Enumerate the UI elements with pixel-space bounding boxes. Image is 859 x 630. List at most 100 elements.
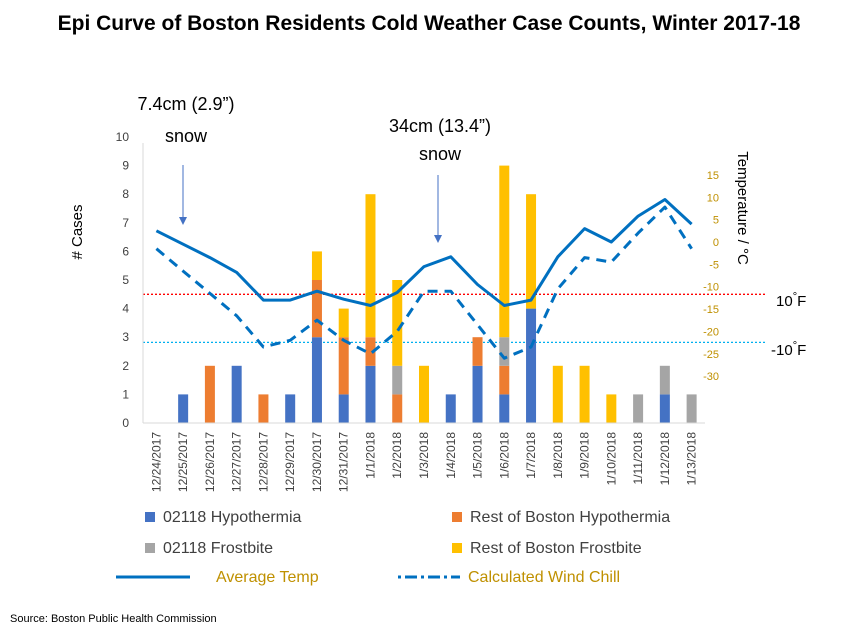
- x-tick-label: 12/27/2017: [230, 432, 244, 492]
- reference-line-labels: 10°F -10°F: [771, 291, 806, 359]
- y-tick-label: 3: [122, 330, 129, 344]
- x-tick-label: 1/13/2018: [685, 432, 699, 486]
- bar-rest-of-boston-hypothermia-8: [365, 337, 376, 366]
- snow-annotation-amount: 7.4cm (2.9”): [137, 94, 234, 114]
- bar-rest-of-boston-hypothermia-12: [472, 337, 483, 366]
- y-tick-label: 1: [122, 387, 129, 401]
- x-tick-label: 12/31/2017: [337, 432, 351, 492]
- x-tick-label: 1/5/2018: [471, 432, 485, 479]
- y-axis-label: # Cases: [69, 204, 86, 259]
- bar-02118-hypothermia-19: [659, 394, 670, 423]
- legend-line-label: Average Temp: [216, 569, 319, 586]
- chart-title: Epi Curve of Boston Residents Cold Weath…: [58, 12, 801, 35]
- x-tick-label: 1/2/2018: [390, 432, 404, 479]
- legend: 02118 Hypothermia Rest of Boston Hypother…: [116, 509, 670, 586]
- line-average-temp: [155, 198, 693, 307]
- y-tick-label: 0: [122, 416, 129, 430]
- reference-lines: [143, 293, 765, 343]
- y2-tick-label: 15: [707, 170, 719, 182]
- y2-tick-label: -5: [709, 259, 719, 271]
- x-tick-label: 12/30/2017: [310, 432, 324, 492]
- y2-tick-label: 10: [707, 192, 719, 204]
- bar-02118-hypothermia-6: [311, 337, 322, 423]
- snow-annotation-label: snow: [419, 144, 462, 164]
- x-tick-label: 1/12/2018: [658, 432, 672, 486]
- legend-label: 02118 Hypothermia: [163, 509, 302, 526]
- y2-tick-label: -15: [703, 304, 719, 316]
- bars: [178, 165, 697, 423]
- legend-label: Rest of Boston Hypothermia: [470, 509, 670, 526]
- bar-rest-of-boston-frostbite-13: [499, 165, 510, 338]
- y-tick-label: 4: [122, 302, 129, 316]
- bar-rest-of-boston-hypothermia-9: [392, 394, 403, 423]
- bar-rest-of-boston-frostbite-9: [392, 280, 403, 366]
- bar-02118-hypothermia-12: [472, 365, 483, 423]
- bar-rest-of-boston-hypothermia-2: [204, 365, 215, 423]
- bar-rest-of-boston-hypothermia-13: [499, 365, 510, 395]
- source-note: Source: Boston Public Health Commission: [10, 613, 217, 625]
- bar-rest-of-boston-frostbite-8: [365, 194, 376, 338]
- bar-02118-frostbite-20: [686, 394, 697, 423]
- bar-rest-of-boston-hypothermia-4: [258, 394, 269, 423]
- bar-rest-of-boston-frostbite-17: [606, 394, 617, 423]
- x-tick-label: 12/29/2017: [283, 432, 297, 492]
- bar-02118-frostbite-9: [392, 365, 403, 395]
- y2-tick-label: 0: [713, 237, 719, 249]
- x-tick-label: 1/1/2018: [363, 432, 377, 479]
- bar-02118-hypothermia-13: [499, 394, 510, 423]
- snow-annotation-amount: 34cm (13.4”): [389, 116, 491, 136]
- y-tick-label: 10: [116, 130, 130, 144]
- reference-label-minus10f: -10°F: [771, 340, 806, 359]
- bar-02118-hypothermia-5: [285, 394, 296, 423]
- y-tick-label: 7: [122, 216, 129, 230]
- x-tick-label: 12/28/2017: [256, 432, 270, 492]
- snow-annotations: 7.4cm (2.9”) snow 34cm (13.4”) snow: [137, 94, 491, 243]
- snow-arrow-head: [434, 235, 442, 243]
- x-tick-label: 12/25/2017: [176, 432, 190, 492]
- x-tick-label: 1/8/2018: [551, 432, 565, 479]
- y-tick-label: 8: [122, 187, 129, 201]
- x-tick-label: 1/3/2018: [417, 432, 431, 479]
- snow-annotation-label: snow: [165, 126, 208, 146]
- snow-arrow-head: [179, 217, 187, 225]
- x-tick-label: 1/10/2018: [604, 432, 618, 486]
- bar-02118-frostbite-18: [633, 394, 644, 423]
- y-tick-label: 9: [122, 159, 129, 173]
- y2-tick-label: -10: [703, 282, 719, 294]
- bar-rest-of-boston-hypothermia-7: [338, 337, 349, 395]
- bar-02118-frostbite-13: [499, 337, 510, 366]
- y2-axis-label: Temperature / °C: [734, 151, 751, 265]
- bar-rest-of-boston-frostbite-6: [311, 251, 322, 280]
- bar-rest-of-boston-frostbite-16: [579, 365, 590, 423]
- line-calculated-wind-chill: [155, 205, 693, 360]
- x-tick-label: 1/7/2018: [524, 432, 538, 479]
- axes: [142, 143, 705, 424]
- bar-rest-of-boston-frostbite-7: [338, 308, 349, 338]
- reference-label-plus10f: 10°F: [776, 291, 806, 310]
- bar-02118-hypothermia-7: [338, 394, 349, 423]
- x-tick-label: 1/4/2018: [444, 432, 458, 479]
- y2-tick-label: -25: [703, 349, 719, 361]
- legend-swatch: [145, 543, 155, 553]
- bar-02118-hypothermia-8: [365, 365, 376, 423]
- y2-axis-ticks: 15 10 5 0 -5 -10 -15 -20 -25 -30: [703, 170, 719, 383]
- x-axis-ticks: 12/24/2017 12/25/2017 12/26/2017 12/27/2017…: [149, 432, 698, 492]
- legend-label: Rest of Boston Frostbite: [470, 540, 642, 557]
- legend-swatch: [452, 512, 462, 522]
- x-tick-label: 1/9/2018: [578, 432, 592, 479]
- y2-tick-label: -30: [703, 371, 719, 383]
- bar-rest-of-boston-hypothermia-6: [311, 280, 322, 338]
- bar-rest-of-boston-frostbite-15: [552, 365, 563, 423]
- bar-02118-frostbite-19: [659, 365, 670, 395]
- y-tick-label: 6: [122, 244, 129, 258]
- x-tick-label: 12/26/2017: [203, 432, 217, 492]
- y2-tick-label: -20: [703, 326, 719, 338]
- legend-swatch: [145, 512, 155, 522]
- legend-label: 02118 Frostbite: [163, 540, 273, 557]
- y2-tick-label: 5: [713, 215, 719, 227]
- bar-02118-hypothermia-14: [526, 308, 537, 423]
- bar-02118-hypothermia-11: [445, 394, 456, 423]
- legend-swatch: [452, 543, 462, 553]
- bar-rest-of-boston-frostbite-10: [419, 365, 429, 423]
